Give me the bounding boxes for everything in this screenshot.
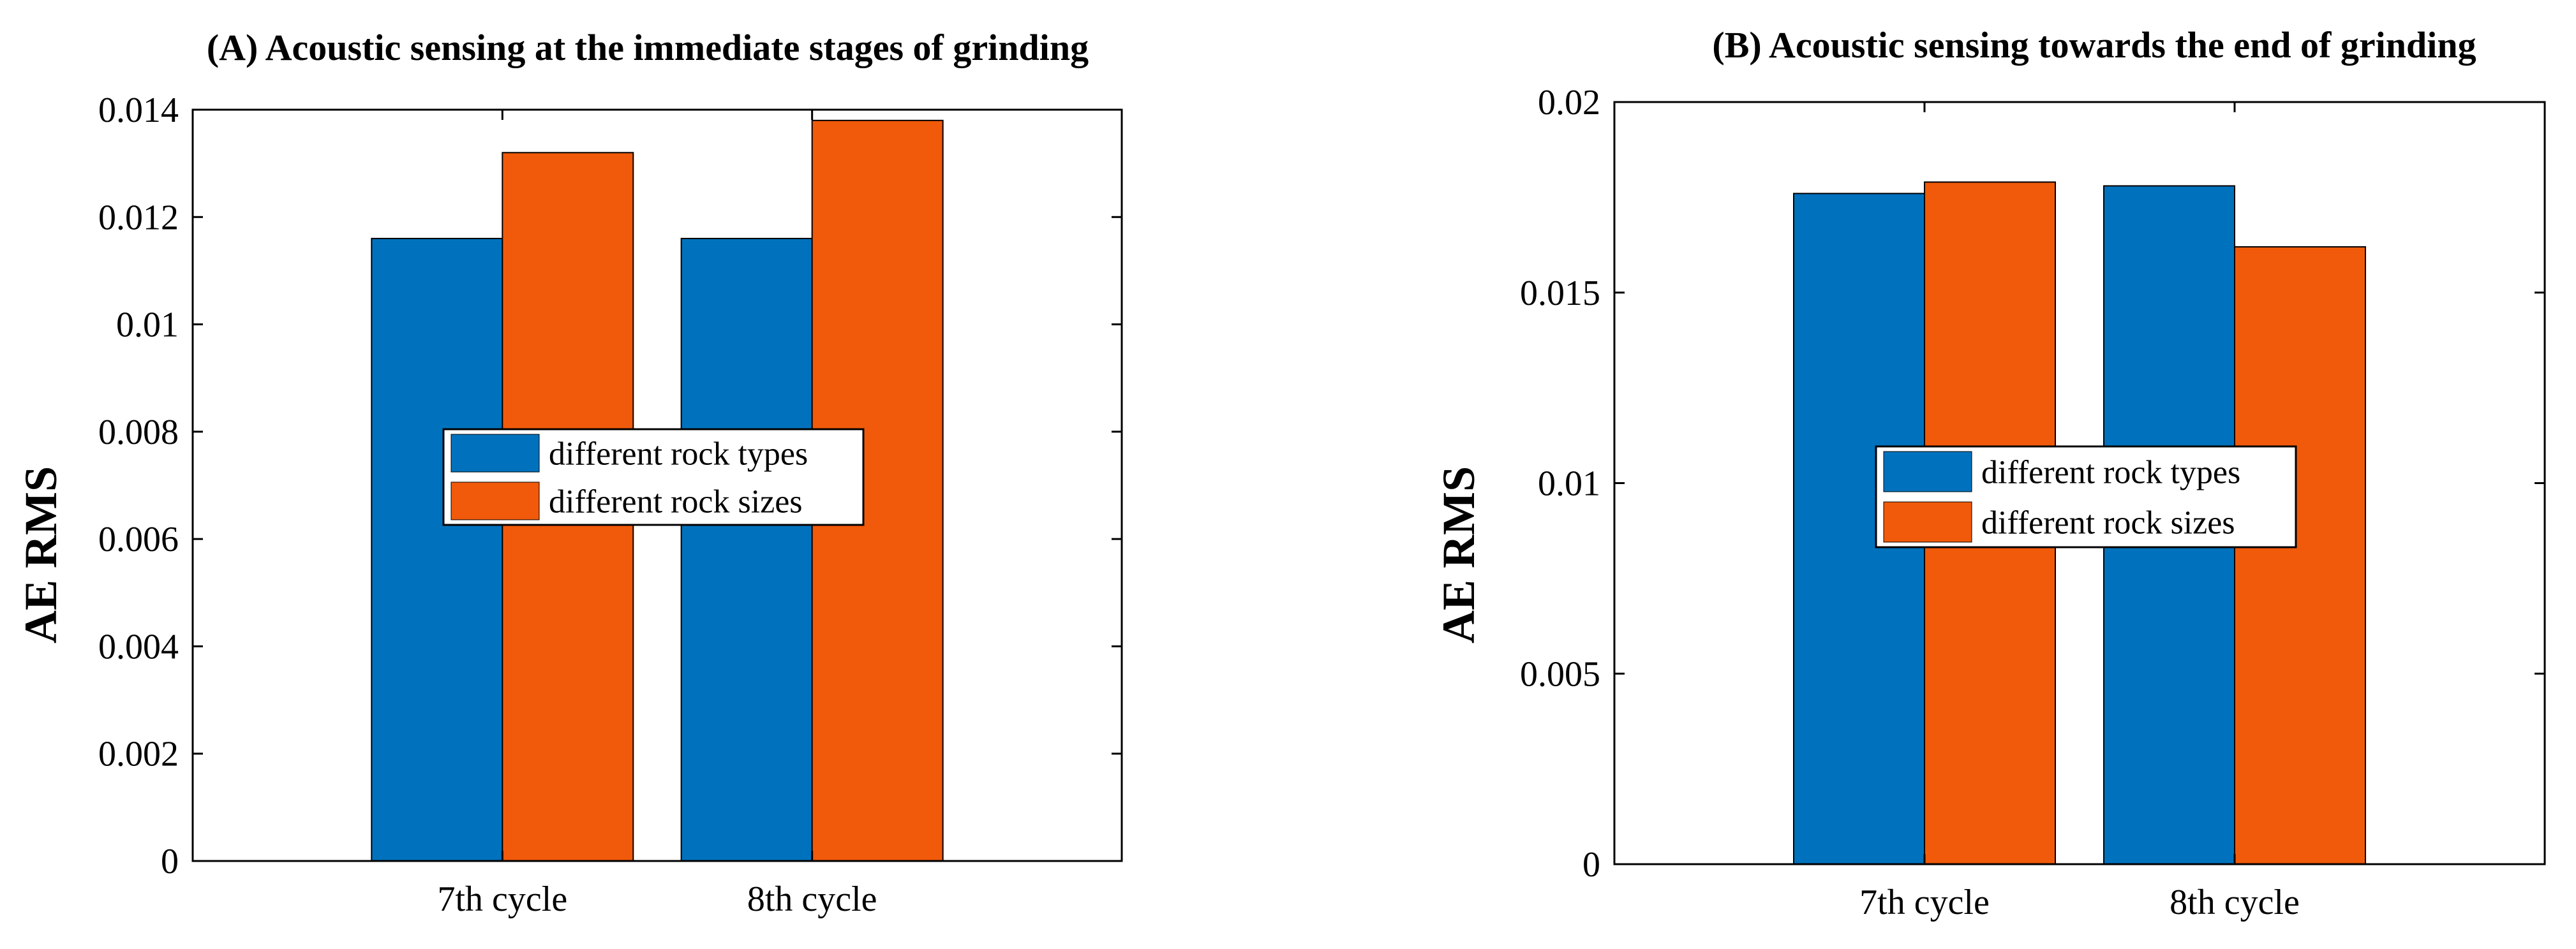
y-tick-label: 0.014 xyxy=(98,91,179,130)
legend-swatch xyxy=(450,434,540,473)
bar xyxy=(2234,246,2366,865)
legend-swatch xyxy=(1883,451,1972,492)
chart-title: (B) Acoustic sensing towards the end of … xyxy=(1712,24,2476,66)
x-tick-label: 7th cycle xyxy=(437,879,567,919)
y-tick-label: 0.015 xyxy=(1520,274,1600,313)
x-tick-label: 7th cycle xyxy=(1859,883,1990,922)
x-tick-label: 8th cycle xyxy=(2170,883,2300,922)
y-tick-label: 0 xyxy=(1582,845,1600,885)
bar xyxy=(371,237,503,862)
y-tick-label: 0.002 xyxy=(98,735,179,774)
y-tick-label: 0.006 xyxy=(98,520,179,559)
y-tick-label: 0.01 xyxy=(116,305,179,345)
plot-area-frame xyxy=(191,108,1123,862)
legend-label: different rock types xyxy=(549,436,808,473)
y-axis-label: AE RMS xyxy=(1433,466,1484,644)
legend-swatch xyxy=(1883,501,1972,543)
y-axis-label: AE RMS xyxy=(15,466,66,644)
legend-label: different rock types xyxy=(1981,455,2240,491)
panel-b: (B) Acoustic sensing towards the end of … xyxy=(1433,24,2546,922)
bar xyxy=(680,237,813,862)
legend-label: different rock sizes xyxy=(1981,505,2235,541)
y-tick-label: 0.004 xyxy=(98,627,179,666)
y-tick-label: 0.008 xyxy=(98,413,179,452)
legend-label: different rock sizes xyxy=(549,484,803,520)
y-tick-label: 0 xyxy=(161,842,179,881)
x-tick-label: 8th cycle xyxy=(747,879,877,919)
legend-swatch xyxy=(450,482,540,520)
chart-title: (A) Acoustic sensing at the immediate st… xyxy=(207,27,1089,68)
y-tick-label: 0.012 xyxy=(98,198,179,237)
y-tick-label: 0.005 xyxy=(1520,654,1600,694)
panel-a: (A) Acoustic sensing at the immediate st… xyxy=(15,27,1123,919)
y-tick-label: 0.01 xyxy=(1538,464,1600,504)
y-tick-label: 0.02 xyxy=(1538,83,1600,122)
